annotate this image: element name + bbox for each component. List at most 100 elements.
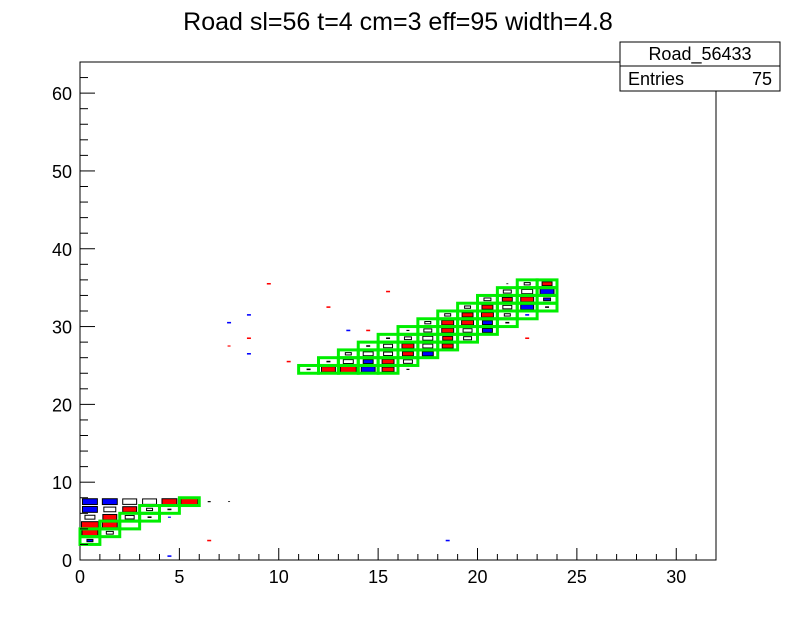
hit-cell [386,290,391,293]
hit-cell [464,305,472,309]
hit-cell [402,359,413,364]
hit-cell [320,366,336,373]
hit-cell [462,328,473,333]
hit-cell [142,498,158,505]
hit-cell [326,306,331,308]
hit-cell [463,336,473,341]
hit-cell [481,320,493,326]
hit-cell [445,539,450,542]
hit-cell [520,304,535,311]
hit-cell [246,337,251,340]
hit-cell [520,296,535,303]
hit-cell [481,328,493,333]
hit-cell [401,343,415,349]
hit-cell [480,312,494,318]
hit-cell [383,351,394,357]
hit-cell [147,516,152,518]
hit-cell [180,497,199,506]
hit-cell [102,513,118,521]
hit-cell [167,508,172,511]
road-cell-outline [138,504,161,515]
hit-cell [362,359,374,365]
hit-cell [86,538,94,543]
hit-cell [266,282,271,285]
hit-cell [521,288,534,295]
y-tick-label: 20 [52,395,72,415]
hit-cell [481,304,494,310]
y-tick-label: 30 [52,318,72,338]
hit-cell [539,288,555,295]
hit-cell [421,351,434,357]
hit-cell [122,506,138,513]
hit-cell [228,501,231,503]
hit-cell [525,337,530,340]
y-tick-label: 0 [62,551,72,571]
x-tick-label: 25 [567,567,587,587]
hit-cell [161,498,178,506]
hit-cell [124,514,135,520]
hit-cell [167,555,172,557]
hit-cell [406,368,410,370]
hit-cell [80,521,99,529]
stats-box: Road_56433 Entries 75 [619,41,781,92]
hit-cell [227,345,231,347]
hit-cell [146,507,154,512]
cells-layer [80,281,555,557]
road-cell-outline [177,496,201,508]
hit-cell [81,506,98,513]
hit-cell [381,366,395,373]
hit-cell [366,345,371,347]
hit-cell [227,321,232,324]
road-cell-outline [535,278,559,290]
plot-frame [79,61,717,561]
hit-cell [366,329,371,332]
hit-cell [286,360,291,363]
hit-cell [501,296,513,302]
y-tick-label: 50 [52,162,72,182]
hit-cell [386,337,391,340]
hit-cell [339,365,357,373]
road-outline-layer [78,278,559,546]
x-tick-label: 10 [269,567,289,587]
y-tick-label: 60 [52,84,72,104]
x-tick-label: 30 [666,567,686,587]
hit-cell [545,306,550,308]
hit-cell [101,498,118,506]
hit-cell [167,516,171,518]
hit-cell [423,328,433,333]
hit-cell [461,319,475,326]
hit-cell [424,321,432,325]
hit-cell [344,352,352,356]
hit-cell [246,353,251,355]
chart-title: Road sl=56 t=4 cm=3 eff=95 width=4.8 [183,8,613,36]
hit-cell [401,351,414,357]
x-tick-label: 20 [467,567,487,587]
hit-cell [207,501,211,503]
hit-cell [207,539,212,542]
hit-cell [503,313,511,317]
hit-cell [105,530,114,535]
hit-cell [81,498,98,506]
hit-cell [122,498,138,505]
hit-cell [444,313,452,317]
hit-cell [483,297,492,302]
stats-box-name: Road_56433 [648,44,751,65]
hit-cell [306,368,311,371]
hit-cell [101,521,118,529]
hit-cell [103,506,117,513]
hit-cell [406,329,410,332]
hit-cell [442,335,454,341]
y-tick-label: 40 [52,240,72,260]
hit-cell [422,335,434,341]
hit-cell [246,314,251,316]
hit-cell [505,321,510,324]
hit-cell [362,351,374,357]
road-cell-outline [118,511,142,523]
hit-cell [441,327,455,334]
hit-cell [403,336,412,341]
hit-cell [84,514,96,520]
y-tick-label: 10 [52,473,72,493]
x-tick-label: 0 [75,567,85,587]
hit-cell [461,312,474,318]
